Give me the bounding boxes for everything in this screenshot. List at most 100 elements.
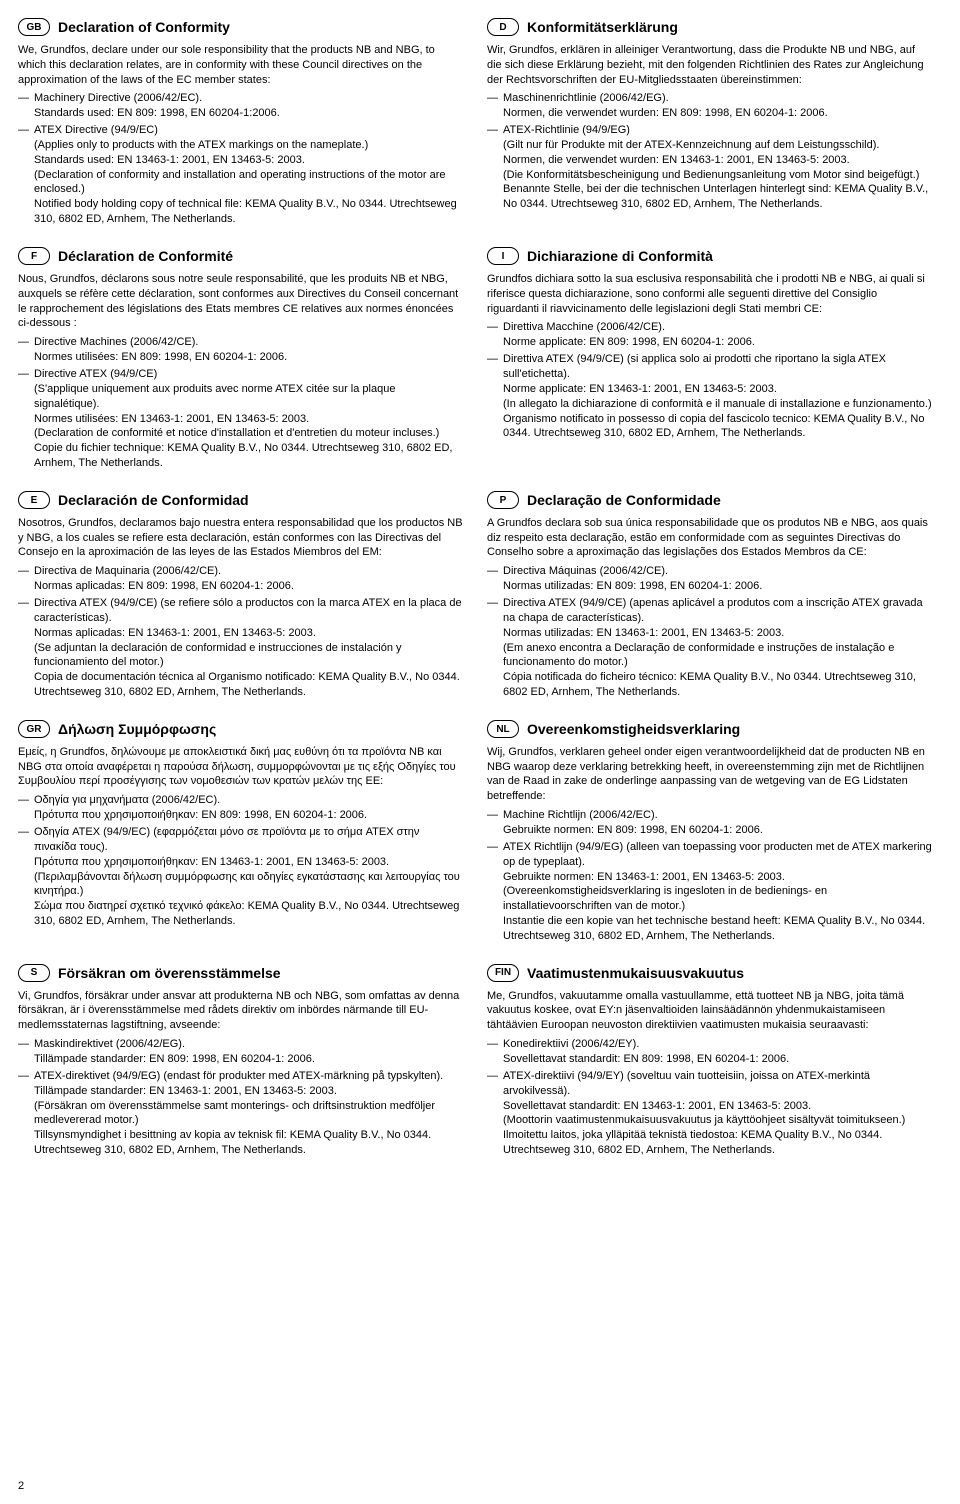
- directive-line: Πρότυπα που χρησιμοποιήθηκαν: EN 13463-1…: [34, 855, 463, 870]
- directive-item: Directiva Máquinas (2006/42/CE).Normas u…: [487, 564, 932, 594]
- directive-item: Maschinenrichtlinie (2006/42/EG).Normen,…: [487, 91, 932, 121]
- directive-line: Ilmoitettu laitos, joka ylläpitää teknis…: [503, 1128, 932, 1158]
- section-intro: Nosotros, Grundfos, declaramos bajo nues…: [18, 516, 463, 561]
- declaration-section: F Déclaration de Conformité Nous, Grundfos…: [18, 247, 463, 473]
- directive-line: Maskindirektivet (2006/42/EG).: [34, 1037, 463, 1052]
- section-title: Déclaration de Conformité: [58, 247, 233, 266]
- directive-line: (Moottorin vaatimustenmukaisuusvakuutus …: [503, 1113, 932, 1128]
- directive-line: Directive ATEX (94/9/CE): [34, 367, 463, 382]
- section-header: GB Declaration of Conformity: [18, 18, 463, 37]
- section-row: SFörsäkran om överensstämmelseVi, Grundf…: [18, 964, 932, 1160]
- declaration-section: IDichiarazione di Conformità Grundfos dic…: [487, 247, 932, 473]
- declaration-section: FINVaatimustenmukaisuusvakuutusMe, Grund…: [487, 964, 932, 1160]
- language-code-badge: NL: [487, 720, 519, 738]
- declaration-section: GBDeclaration of ConformityWe, Grundfos,…: [18, 18, 463, 229]
- section-header: IDichiarazione di Conformità: [487, 247, 932, 266]
- section-intro: Nous, Grundfos, déclarons sous notre seu…: [18, 272, 463, 331]
- section-intro: Vi, Grundfos, försäkrar under ansvar att…: [18, 989, 463, 1034]
- section-title: Overeenkomstigheidsverklaring: [527, 720, 740, 739]
- section-title: Declaração de Conformidade: [527, 491, 721, 510]
- directive-line: Gebruikte normen: EN 809: 1998, EN 60204…: [503, 823, 932, 838]
- section-intro: Grundfos dichiara sotto la sua esclusiva…: [487, 272, 932, 317]
- page-number: 2: [18, 1479, 24, 1494]
- declaration-section: E Declaración de Conformidad Nosotros, Gru…: [18, 491, 463, 702]
- directive-list: Direttiva Macchine (2006/42/CE). Norme ap…: [487, 320, 932, 441]
- language-code-badge: GB: [18, 18, 50, 36]
- directive-line: Gebruikte normen: EN 13463-1: 2001, EN 1…: [503, 870, 932, 885]
- directive-line: (Overeenkomstigheidsverklaring is ingesl…: [503, 884, 932, 914]
- directive-item: ATEX-Richtlinie (94/9/EG)(Gilt nur für P…: [487, 123, 932, 212]
- declaration-section: GR Δήλωση Συμμόρφωσης Εμείς, η Grundfos, δ…: [18, 720, 463, 946]
- section-title: Försäkran om överensstämmelse: [58, 964, 281, 983]
- directive-line: Tillsynsmyndighet i besittning av kopia …: [34, 1128, 463, 1158]
- section-title: Declaration of Conformity: [58, 18, 230, 37]
- language-code-badge: D: [487, 18, 519, 36]
- language-code-badge: I: [487, 247, 519, 265]
- section-header: F Déclaration de Conformité: [18, 247, 463, 266]
- directive-line: Sovellettavat standardit: EN 809: 1998, …: [503, 1052, 932, 1067]
- directive-line: (In allegato la dichiarazione di conform…: [503, 397, 932, 412]
- directive-line: Benannte Stelle, bei der die technischen…: [503, 182, 932, 212]
- section-header: E Declaración de Conformidad: [18, 491, 463, 510]
- directive-line: (Die Konformitätsbescheinigung und Bedie…: [503, 168, 932, 183]
- directive-line: Instantie die een kopie van het technisc…: [503, 914, 932, 944]
- directive-list: Directiva de Maquinaria (2006/42/CE).Nor…: [18, 564, 463, 700]
- directive-line: Normes utilisées: EN 809: 1998, EN 60204…: [34, 350, 463, 365]
- directive-line: Standards used: EN 13463-1: 2001, EN 134…: [34, 153, 463, 168]
- section-header: NL Overeenkomstigheidsverklaring: [487, 720, 932, 739]
- directive-line: Cópia notificada do ficheiro técnico: KE…: [503, 670, 932, 700]
- language-code-badge: P: [487, 491, 519, 509]
- directive-line: (Gilt nur für Produkte mit der ATEX-Kenn…: [503, 138, 932, 153]
- directive-item: ATEX-direktivet (94/9/EG) (endast för pr…: [18, 1069, 463, 1158]
- directive-line: Tillämpade standarder: EN 13463-1: 2001,…: [34, 1084, 463, 1099]
- directive-line: (S'applique uniquement aux produits avec…: [34, 382, 463, 412]
- directive-line: Direttiva Macchine (2006/42/CE).: [503, 320, 932, 335]
- directive-line: Πρότυπα που χρησιμοποιήθηκαν: EN 809: 19…: [34, 808, 463, 823]
- directive-item: ATEX Directive (94/9/EC)(Applies only to…: [18, 123, 463, 227]
- directive-list: Maskindirektivet (2006/42/EG).Tillämpade…: [18, 1037, 463, 1158]
- directive-line: ATEX-direktivet (94/9/EG) (endast för pr…: [34, 1069, 463, 1084]
- directive-line: Σώμα που διατηρεί σχετικό τεχνικό φάκελο…: [34, 899, 463, 929]
- section-intro: Wir, Grundfos, erklären in alleiniger Ve…: [487, 43, 932, 88]
- directive-item: Οδηγία για μηχανήματα (2006/42/EC).Πρότυ…: [18, 793, 463, 823]
- directive-item: ATEX-direktiivi (94/9/EY) (soveltuu vain…: [487, 1069, 932, 1158]
- section-header: GR Δήλωση Συμμόρφωσης: [18, 720, 463, 739]
- directive-line: ATEX-direktiivi (94/9/EY) (soveltuu vain…: [503, 1069, 932, 1099]
- section-title: Konformitätserklärung: [527, 18, 678, 37]
- language-code-badge: E: [18, 491, 50, 509]
- directive-item: Machine Richtlijn (2006/42/EC).Gebruikte…: [487, 808, 932, 838]
- section-header: P Declaração de Conformidade: [487, 491, 932, 510]
- directive-list: Maschinenrichtlinie (2006/42/EG).Normen,…: [487, 91, 932, 212]
- directive-line: Konedirektiivi (2006/42/EY).: [503, 1037, 932, 1052]
- directive-item: Directiva de Maquinaria (2006/42/CE).Nor…: [18, 564, 463, 594]
- directive-line: ATEX Directive (94/9/EC): [34, 123, 463, 138]
- language-code-badge: GR: [18, 720, 50, 738]
- section-row: F Déclaration de Conformité Nous, Grundfos…: [18, 247, 932, 473]
- declaration-section: SFörsäkran om överensstämmelseVi, Grundf…: [18, 964, 463, 1160]
- directive-line: Copie du fichier technique: KEMA Quality…: [34, 441, 463, 471]
- section-title: Δήλωση Συμμόρφωσης: [58, 720, 216, 739]
- directive-line: (Applies only to products with the ATEX …: [34, 138, 463, 153]
- directive-line: (Περιλαμβάνονται δήλωση συμμόρφωσης και …: [34, 870, 463, 900]
- language-code-badge: F: [18, 247, 50, 265]
- directive-item: Directive ATEX (94/9/CE)(S'applique uniq…: [18, 367, 463, 471]
- section-intro: Me, Grundfos, vakuutamme omalla vastuull…: [487, 989, 932, 1034]
- directive-line: Norme applicate: EN 13463-1: 2001, EN 13…: [503, 382, 932, 397]
- directive-list: Konedirektiivi (2006/42/EY).Sovellettava…: [487, 1037, 932, 1158]
- directive-item: Directiva ATEX (94/9/CE) (apenas aplicáv…: [487, 596, 932, 700]
- section-title: Declaración de Conformidad: [58, 491, 249, 510]
- directive-item: ATEX Richtlijn (94/9/EG) (alleen van toe…: [487, 840, 932, 944]
- directive-line: Directiva de Maquinaria (2006/42/CE).: [34, 564, 463, 579]
- directive-line: Direttiva ATEX (94/9/CE) (si applica sol…: [503, 352, 932, 382]
- directive-line: ATEX-Richtlinie (94/9/EG): [503, 123, 932, 138]
- directive-line: Tillämpade standarder: EN 809: 1998, EN …: [34, 1052, 463, 1067]
- directive-line: (Em anexo encontra a Declaração de confo…: [503, 641, 932, 671]
- directive-item: Directiva ATEX (94/9/CE) (se refiere sól…: [18, 596, 463, 700]
- section-intro: Εμείς, η Grundfos, δηλώνουμε με αποκλεισ…: [18, 745, 463, 790]
- directive-item: Konedirektiivi (2006/42/EY).Sovellettava…: [487, 1037, 932, 1067]
- directive-line: ATEX Richtlijn (94/9/EG) (alleen van toe…: [503, 840, 932, 870]
- directive-line: Notified body holding copy of technical …: [34, 197, 463, 227]
- directive-line: Directiva ATEX (94/9/CE) (se refiere sól…: [34, 596, 463, 626]
- directive-line: Normen, die verwendet wurden: EN 13463-1…: [503, 153, 932, 168]
- directive-line: Machinery Directive (2006/42/EC).: [34, 91, 463, 106]
